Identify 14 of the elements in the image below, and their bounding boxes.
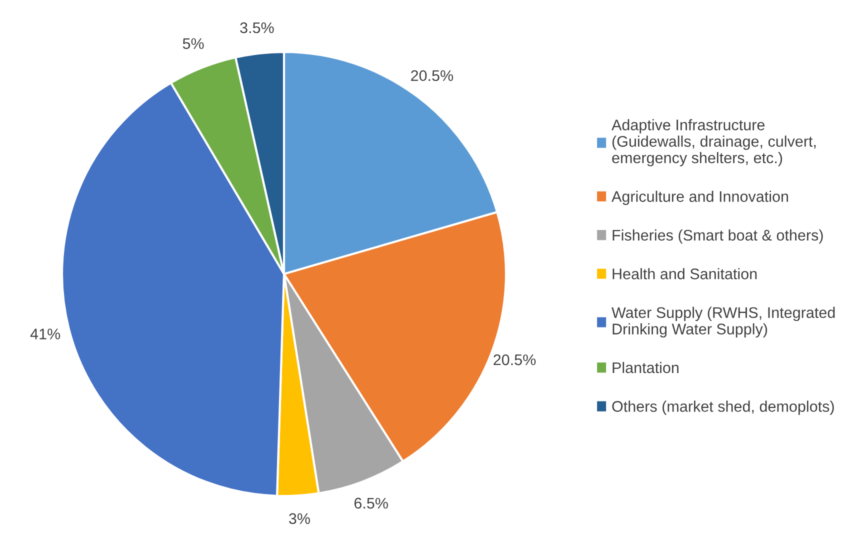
data-label: 5%: [182, 38, 204, 49]
legend-label: Health and Sanitation: [612, 268, 757, 280]
legend-label: Agriculture and Innovation: [612, 190, 788, 205]
legend-label: Fisheries (Smart boat & others): [612, 229, 823, 244]
data-label: 3%: [289, 513, 310, 524]
legend-label: Others (market shed, demoplots): [612, 400, 834, 415]
legend-label: Plantation: [612, 362, 678, 374]
legend-label: Water Supply (RWHS, Integrated Drinking Water Supply): [612, 306, 835, 338]
data-label: 20.5%: [494, 354, 536, 366]
legend-label: Adaptive Infrastructure (Guidewalls, drainage, culvert, emergency shelters, etc.): [612, 119, 816, 166]
data-label: 6.5%: [354, 498, 388, 509]
data-label: 3.5%: [240, 22, 274, 34]
data-label: 41%: [30, 328, 60, 340]
data-label: 20.5%: [411, 70, 454, 82]
